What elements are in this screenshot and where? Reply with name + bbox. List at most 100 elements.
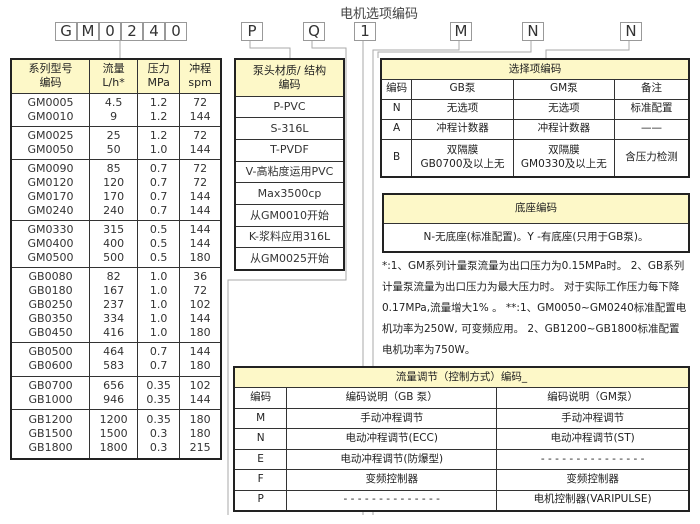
cell: 464 583 [89, 341, 139, 377]
cell-value: 1.0 [149, 142, 168, 156]
cell: 25 50 [89, 125, 139, 160]
cell-value: 1.2 [149, 128, 168, 142]
cell-value: GM0500 [27, 250, 74, 264]
cell-value: 240 [103, 203, 125, 217]
cell-value: 0.7 [149, 175, 168, 189]
cell-value: GB1500 [28, 426, 73, 440]
cell-value: 102 [189, 297, 211, 311]
cell: N [233, 428, 288, 450]
material-item: K-浆料应用316L [234, 225, 345, 249]
cell-value: 1.0 [149, 297, 168, 311]
cell-value: 180 [189, 412, 211, 426]
cell-value: GB0250 [28, 297, 73, 311]
cell-value: 583 [103, 359, 125, 372]
cell: 72 144 [179, 125, 222, 160]
cell-value: 1.0 [149, 311, 168, 325]
code-box: 4 [143, 22, 165, 41]
cell-value: 144 [189, 345, 211, 358]
cell-value: 1.2 [149, 95, 168, 109]
cell-value: 120 [103, 175, 125, 189]
cell-value: GM0010 [27, 109, 74, 123]
cell-value: 215 [189, 440, 211, 454]
cell-value: 144 [189, 142, 211, 156]
cell-value: —— [641, 122, 663, 135]
column-header: 编码 [233, 387, 288, 409]
code-box: N [522, 22, 544, 41]
cell: GB1200 GB1500 GB1800 [10, 408, 91, 460]
cell-value: 标准配置 [630, 102, 673, 115]
flow-row: M 手动冲程调节 手动冲程调节 [233, 407, 690, 429]
option-row: N 无选项 无选项 标准配置 [380, 98, 690, 120]
cell-value: GB0080 [28, 269, 73, 283]
cell-value: A [393, 122, 401, 135]
cell-value: 含压力检测 [625, 151, 678, 163]
cell-value: 464 [103, 345, 125, 358]
flow-row: N 电动冲程调节(ECC) 电动冲程调节(ST) [233, 428, 690, 450]
cell-value: 50 [106, 142, 121, 156]
column-header: GM泵 [512, 78, 616, 100]
cell-value: 1.0 [149, 325, 168, 339]
column-header: 编码 [380, 78, 413, 100]
cell: 72 72 144 144 [179, 158, 222, 221]
cell: GM0025 GM0050 [10, 125, 91, 160]
cell-value: 0.7 [149, 189, 168, 203]
material-item: Max3500cp [234, 182, 345, 205]
cell-value: 无选项 [446, 102, 479, 115]
cell-value: 0.35 [146, 392, 171, 406]
cell: GB0080 GB0180 GB0250 GB0350 GB0450 [10, 266, 91, 343]
cell-value: 180 [189, 359, 211, 372]
cell: GM0330 GM0400 GM0500 [10, 219, 91, 268]
material-item: 从GM0010开始 [234, 203, 345, 227]
series-table: 系列型号 编码 流量 L/h* 压力 MPa 冲程 spm GM0005 GM0010 4.5 9 1.… [10, 58, 222, 460]
material-item: 从GM0025开始 [234, 247, 345, 270]
cell-value: 334 [103, 311, 125, 325]
cell-value: 500 [103, 250, 125, 264]
cell: - - - - - - - - - - - - - - [286, 489, 498, 511]
material-item: T-PVDF [234, 138, 345, 162]
option-row: B 双隔膜 GB0700及以上无 双隔膜 GM0330及以上无 含压力检测 [380, 138, 690, 178]
cell-value: 167 [103, 283, 125, 297]
cell-value: 315 [103, 222, 125, 236]
cell: 1200 1500 1800 [89, 408, 139, 460]
cell-value: GB1000 [28, 392, 73, 406]
cell-value: GM0400 [27, 236, 74, 250]
cell: GB0700 GB1000 [10, 375, 91, 410]
cell-value: 416 [103, 325, 125, 339]
cell-value: 72 [193, 175, 208, 189]
cell: 0.35 0.3 0.3 [137, 408, 181, 460]
cell-value: 237 [103, 297, 125, 311]
cell-value: 180 [189, 325, 211, 339]
cell-value: 1500 [99, 426, 128, 440]
code-box: 0 [99, 22, 121, 41]
cell: GM0005 GM0010 [10, 92, 91, 127]
cell-value: 无选项 [548, 102, 580, 115]
cell-value: GM0330 [27, 222, 74, 236]
cell-value: 双隔膜 GM0330及以上无 [520, 144, 607, 170]
code-box: M [77, 22, 99, 41]
cell-value: 144 [189, 392, 211, 406]
code-box: Q [303, 22, 325, 41]
cell-value: 冲程计数器 [436, 122, 489, 135]
material-item: V-高粘度运用PVC [234, 160, 345, 184]
header-text: 流量 [102, 62, 125, 76]
cell-value: 144 [189, 109, 211, 123]
cell: 电动冲程调节(ST) [496, 428, 690, 450]
cell: GB0500 GB0600 [10, 341, 91, 377]
cell: 电机控制器(VARIPULSE) [496, 489, 690, 511]
header-text: 系列型号 [28, 62, 73, 76]
code-box: 2 [121, 22, 143, 41]
model-group-row: GB0080 GB0180 GB0250 GB0350 GB0450 82 167 237 33… [10, 266, 222, 343]
code-box: N [620, 22, 642, 41]
cell: 含压力检测 [614, 138, 690, 178]
cell-value: 72 [193, 283, 208, 297]
header-text: 泵头材质/ 结构 [252, 63, 327, 77]
cell: 变频控制器 [286, 469, 498, 491]
base-table-title: 底座编码 [382, 193, 690, 224]
cell-value: 1200 [99, 412, 128, 426]
cell-value: GM0240 [27, 203, 74, 217]
cell: 656 946 [89, 375, 139, 410]
cell-value: 144 [189, 236, 211, 250]
cell-value: 0.3 [149, 440, 168, 454]
cell-value: 双隔膜 GB0700及以上无 [420, 144, 505, 170]
cell: 85 120 170 240 [89, 158, 139, 221]
